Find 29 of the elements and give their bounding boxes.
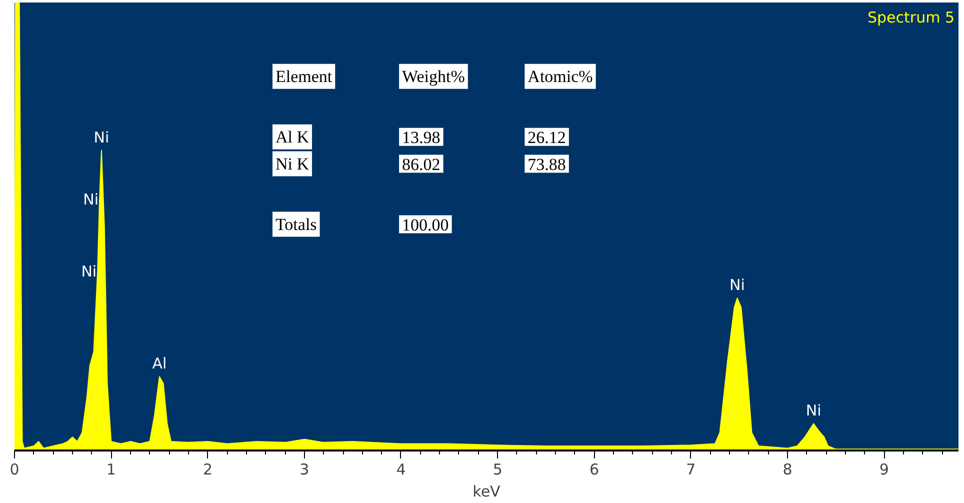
annotation: Al K [275,127,310,146]
annotation: Ni [81,262,97,280]
x-tick-label: 8 [782,460,792,478]
x-tick-label: 3 [300,460,310,478]
annotation: Ni [806,402,822,420]
annotation: Ni [730,276,745,294]
x-tick-label: 5 [492,460,502,478]
annotation: Totals [275,214,317,234]
x-tick-label: 0 [10,460,20,478]
x-tick-label: 7 [686,460,696,478]
annotation: Ni K [275,154,310,174]
annotation: 13.98 [402,128,440,147]
annotation: 73.88 [528,154,566,174]
chart-title: Spectrum 5 [868,8,955,26]
annotation: 26.12 [528,128,566,147]
annotation: Al [152,354,167,373]
annotation: Ni [83,190,99,209]
annotation: Weight% [402,66,465,86]
annotation: Ni [94,128,110,146]
x-tick-label: 1 [106,460,116,478]
annotation: 100.00 [402,215,449,234]
annotation: Atomic% [528,66,593,86]
x-tick-label: 6 [589,460,600,478]
annotation: 86.02 [402,154,440,174]
x-tick-label: 4 [396,460,406,478]
x-tick-label: 9 [879,460,889,478]
x-axis-title: keV [472,482,502,500]
annotation: Element [275,66,332,86]
x-tick-label: 2 [202,460,213,478]
